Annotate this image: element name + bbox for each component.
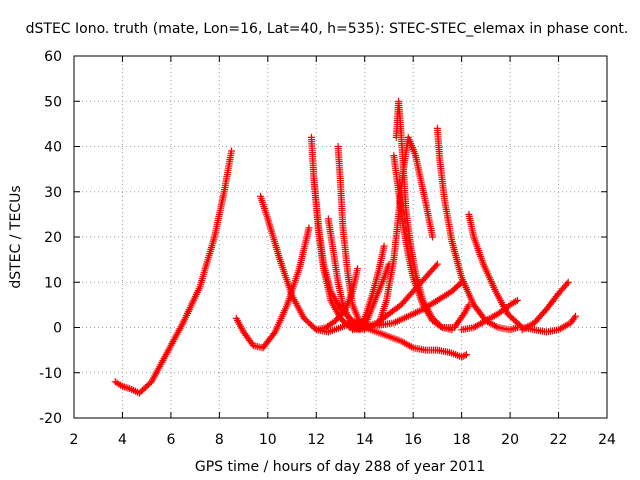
plus-markers xyxy=(392,97,473,331)
plus-markers xyxy=(310,174,364,334)
x-tick-label: 12 xyxy=(307,432,325,448)
y-axis: -20 -10 0 10 20 30 40 50 60 xyxy=(39,49,607,427)
plus-markers xyxy=(324,215,369,334)
chart-title: dSTEC Iono. truth (mate, Lon=16, Lat=40,… xyxy=(26,21,629,37)
data-series xyxy=(354,242,388,331)
data-series xyxy=(232,224,313,352)
x-tick-label: 6 xyxy=(166,432,175,448)
x-tick-label: 18 xyxy=(453,432,471,448)
plus-markers xyxy=(518,278,572,334)
data-series xyxy=(518,278,572,334)
plus-markers xyxy=(232,224,313,352)
data-series xyxy=(111,147,235,397)
y-tick-label: 30 xyxy=(44,185,62,201)
y-tick-label: 0 xyxy=(53,321,62,337)
plus-markers xyxy=(354,242,388,331)
x-tick-label: 20 xyxy=(501,432,519,448)
data-series xyxy=(310,174,364,334)
x-tick-label: 2 xyxy=(70,432,79,448)
y-tick-label: -20 xyxy=(39,411,62,427)
y-tick-label: -10 xyxy=(39,366,62,382)
data-series xyxy=(324,215,369,334)
plus-markers xyxy=(465,210,579,336)
x-tick-label: 14 xyxy=(356,432,374,448)
data-series xyxy=(361,278,466,331)
data-series xyxy=(465,210,579,336)
y-tick-label: 20 xyxy=(44,230,62,246)
x-tick-label: 10 xyxy=(259,432,277,448)
plus-markers xyxy=(312,265,361,334)
x-tick-label: 24 xyxy=(598,432,616,448)
plus-markers xyxy=(458,296,521,334)
x-axis-label: GPS time / hours of day 288 of year 2011 xyxy=(195,459,485,475)
grid xyxy=(74,56,607,418)
y-tick-label: 60 xyxy=(44,49,62,65)
plus-markers xyxy=(433,124,521,334)
x-tick-label: 22 xyxy=(550,432,568,448)
x-tick-label: 4 xyxy=(118,432,127,448)
data-series xyxy=(392,97,473,331)
x-tick-label: 16 xyxy=(404,432,422,448)
y-tick-label: 40 xyxy=(44,140,62,156)
data-series xyxy=(458,296,521,334)
x-tick-label: 8 xyxy=(215,432,224,448)
plus-markers xyxy=(111,147,235,397)
y-tick-label: 10 xyxy=(44,275,62,291)
y-axis-label: dSTEC / TECUs xyxy=(8,185,24,288)
x-axis: 2 4 6 8 10 12 14 16 18 20 22 24 xyxy=(70,56,616,448)
data-series xyxy=(433,124,521,334)
data-series xyxy=(312,265,361,334)
data-marks xyxy=(111,97,579,397)
plus-markers xyxy=(361,278,466,331)
y-tick-label: 50 xyxy=(44,94,62,110)
